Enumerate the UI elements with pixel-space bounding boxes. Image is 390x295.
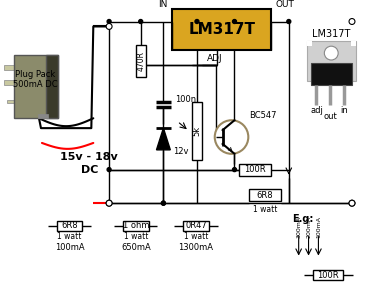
Text: 1 watt: 1 watt [253, 205, 277, 214]
Circle shape [195, 19, 199, 24]
Text: 100mA: 100mA [316, 216, 321, 238]
Text: Plug Pack: Plug Pack [15, 70, 55, 79]
Bar [351, 41, 356, 46]
Text: 300mA: 300mA [296, 216, 301, 238]
Circle shape [349, 200, 355, 206]
Text: 100R: 100R [317, 271, 339, 280]
Circle shape [107, 168, 111, 172]
Bar [192, 102, 202, 160]
Text: 100mA: 100mA [55, 243, 84, 252]
Text: 12v: 12v [173, 147, 189, 156]
Text: IN: IN [158, 0, 167, 9]
Bar [239, 164, 271, 176]
Bar [38, 114, 48, 118]
Circle shape [106, 24, 112, 30]
Bar [314, 270, 343, 280]
Text: 1 watt: 1 watt [124, 232, 148, 241]
Bar [307, 41, 312, 46]
Bar [310, 63, 352, 85]
Bar [4, 65, 14, 70]
Bar [57, 221, 82, 231]
Text: 470R: 470R [136, 51, 145, 71]
Bar [46, 55, 58, 118]
Circle shape [232, 19, 236, 24]
Text: 1300mA: 1300mA [179, 243, 213, 252]
Bar [14, 55, 58, 118]
Text: OUT: OUT [276, 0, 295, 9]
Text: LM317T: LM317T [188, 22, 255, 37]
Text: 500mA DC: 500mA DC [13, 80, 57, 89]
Text: 0R47: 0R47 [185, 221, 207, 230]
Circle shape [324, 46, 338, 60]
Polygon shape [156, 128, 170, 150]
Bar [136, 45, 145, 77]
Bar [7, 99, 14, 104]
Circle shape [349, 19, 355, 24]
Text: 100R: 100R [245, 165, 266, 174]
Text: E.g:: E.g: [292, 214, 313, 224]
Text: 1 ohm: 1 ohm [122, 221, 149, 230]
Text: ADJ: ADJ [207, 53, 222, 63]
Text: 100n: 100n [175, 95, 197, 104]
Circle shape [232, 168, 236, 172]
Bar [183, 221, 209, 231]
Circle shape [106, 200, 112, 206]
Circle shape [215, 120, 248, 154]
Circle shape [161, 201, 165, 205]
Bar [307, 41, 356, 81]
Bar [4, 80, 14, 85]
Text: BC547: BC547 [249, 111, 277, 120]
Text: out: out [323, 112, 337, 121]
Text: 650mA: 650mA [121, 243, 151, 252]
Circle shape [349, 200, 355, 206]
Bar [172, 9, 271, 50]
Text: DC: DC [81, 165, 98, 175]
Circle shape [161, 201, 165, 205]
Bar [249, 189, 281, 201]
Text: 1 watt: 1 watt [57, 232, 82, 241]
Bar [123, 221, 149, 231]
Text: 6R8: 6R8 [257, 191, 273, 200]
Circle shape [287, 19, 291, 24]
Text: 6R8: 6R8 [61, 221, 78, 230]
Circle shape [107, 19, 111, 24]
Text: in: in [340, 106, 348, 115]
Text: 200mA: 200mA [306, 216, 311, 238]
Text: 5k: 5k [193, 126, 202, 136]
Text: 1 watt: 1 watt [184, 232, 208, 241]
Text: 15v - 18v: 15v - 18v [60, 152, 118, 162]
Circle shape [139, 19, 143, 24]
Text: LM317T: LM317T [312, 29, 351, 39]
Text: adj: adj [310, 106, 323, 115]
Circle shape [106, 200, 112, 206]
